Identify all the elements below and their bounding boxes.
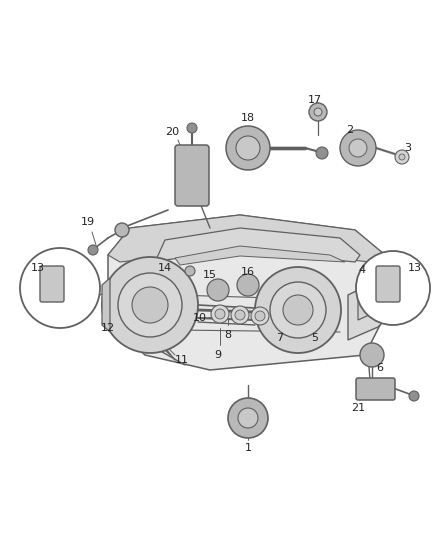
Circle shape [207, 279, 229, 301]
Circle shape [185, 266, 195, 276]
FancyBboxPatch shape [175, 145, 209, 206]
Circle shape [228, 398, 268, 438]
Circle shape [236, 136, 260, 160]
Text: 13: 13 [31, 263, 45, 273]
Circle shape [88, 245, 98, 255]
Text: 16: 16 [241, 267, 255, 277]
Polygon shape [358, 290, 380, 320]
Circle shape [215, 309, 225, 319]
Polygon shape [175, 246, 345, 265]
FancyBboxPatch shape [356, 378, 395, 400]
Circle shape [211, 305, 229, 323]
Circle shape [255, 311, 265, 321]
Circle shape [187, 123, 197, 133]
Polygon shape [348, 280, 385, 340]
Text: 4: 4 [358, 265, 366, 275]
Circle shape [237, 274, 259, 296]
Circle shape [360, 343, 384, 367]
Circle shape [115, 223, 129, 237]
Text: 14: 14 [158, 263, 172, 273]
Circle shape [356, 251, 430, 325]
Text: 12: 12 [101, 323, 115, 333]
Text: 9: 9 [215, 350, 222, 360]
Circle shape [349, 139, 367, 157]
Polygon shape [102, 278, 110, 332]
Text: 3: 3 [405, 143, 411, 153]
Text: 1: 1 [244, 443, 251, 453]
Circle shape [314, 108, 322, 116]
Circle shape [399, 154, 405, 160]
Text: 6: 6 [377, 363, 384, 373]
Circle shape [118, 273, 182, 337]
Text: 13: 13 [408, 263, 422, 273]
Circle shape [132, 287, 168, 323]
Circle shape [235, 310, 245, 320]
Circle shape [340, 130, 376, 166]
Circle shape [238, 408, 258, 428]
Text: 8: 8 [224, 330, 232, 340]
Text: 10: 10 [193, 313, 207, 323]
Text: 19: 19 [81, 217, 95, 227]
Circle shape [316, 147, 328, 159]
FancyBboxPatch shape [40, 266, 64, 302]
Circle shape [226, 126, 270, 170]
Text: 2: 2 [346, 125, 353, 135]
Polygon shape [155, 228, 360, 262]
Text: 15: 15 [203, 270, 217, 280]
Text: 5: 5 [311, 333, 318, 343]
Text: 18: 18 [241, 113, 255, 123]
Circle shape [255, 267, 341, 353]
Circle shape [231, 306, 249, 324]
Polygon shape [108, 215, 385, 370]
Text: 17: 17 [308, 95, 322, 105]
Circle shape [270, 282, 326, 338]
Text: 11: 11 [175, 355, 189, 365]
Polygon shape [108, 215, 385, 262]
FancyBboxPatch shape [376, 266, 400, 302]
Circle shape [20, 248, 100, 328]
Text: 20: 20 [165, 127, 179, 137]
Text: 7: 7 [276, 333, 283, 343]
Text: 21: 21 [351, 403, 365, 413]
Circle shape [309, 103, 327, 121]
Circle shape [251, 307, 269, 325]
Circle shape [395, 150, 409, 164]
Circle shape [102, 257, 198, 353]
Circle shape [283, 295, 313, 325]
Circle shape [409, 391, 419, 401]
